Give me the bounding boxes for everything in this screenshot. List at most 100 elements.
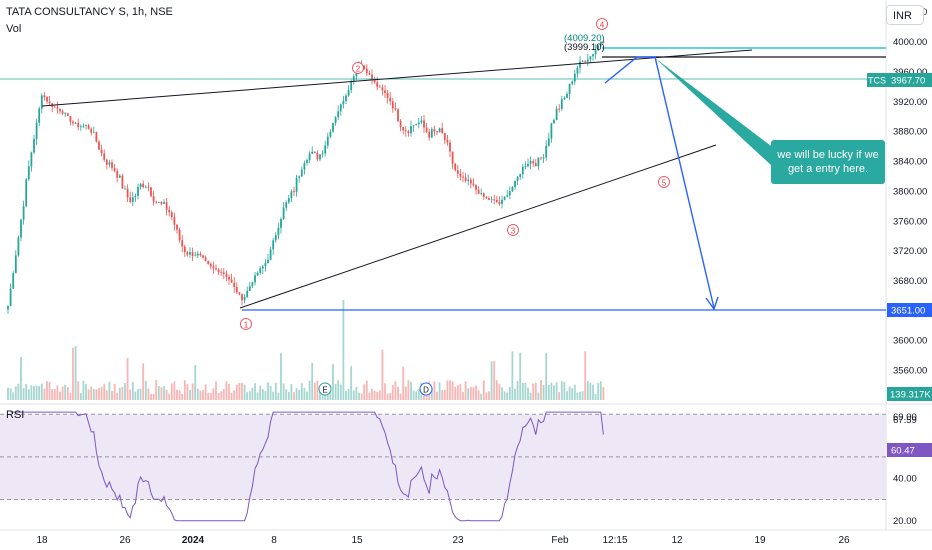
candle-body xyxy=(243,296,246,301)
candle-body xyxy=(165,202,168,210)
currency-button[interactable]: INR xyxy=(886,5,924,25)
volume-label[interactable]: Vol xyxy=(6,23,22,35)
volume-bar xyxy=(254,383,256,400)
volume-bar xyxy=(30,385,33,400)
candle-body xyxy=(95,132,98,142)
candle-body xyxy=(25,179,28,207)
symbol-title[interactable]: TATA CONSULTANCY S, 1h, NSE xyxy=(6,6,173,18)
candle-body xyxy=(511,187,514,192)
candle-body xyxy=(277,227,280,236)
volume-bar xyxy=(394,381,397,400)
candle-body xyxy=(472,183,475,186)
candle-body xyxy=(342,101,345,105)
volume-bar xyxy=(113,383,116,400)
price-tick-label: 3560.00 xyxy=(893,366,927,377)
candle-body xyxy=(228,276,230,280)
candle-body xyxy=(238,292,241,295)
candle-body xyxy=(235,286,238,293)
volume-bar xyxy=(207,392,210,400)
candle-body xyxy=(581,61,584,62)
candle-body xyxy=(79,126,82,128)
volume-bar xyxy=(417,389,420,400)
volume-bar xyxy=(568,386,571,400)
volume-bar xyxy=(25,383,28,400)
volume-bar xyxy=(241,382,243,400)
candle-body xyxy=(516,176,519,181)
volume-bar xyxy=(360,393,363,400)
volume-bar xyxy=(61,386,64,400)
volume-bar xyxy=(220,391,223,400)
time-axis[interactable]: 18 26 2024 8 15 23 Feb 12:15 12 19 26 xyxy=(36,535,850,546)
volume-bar xyxy=(290,384,293,400)
candle-body xyxy=(386,93,389,98)
candle-body xyxy=(540,157,542,159)
wave-label-4[interactable]: 4 xyxy=(596,18,608,30)
candle-body xyxy=(254,275,256,283)
volume-bar xyxy=(248,391,251,400)
volume-bar xyxy=(488,391,490,400)
candle-body xyxy=(134,195,137,198)
volume-bar xyxy=(82,380,85,400)
volume-bar xyxy=(399,393,402,400)
volume-bar xyxy=(313,382,316,400)
volume-bar xyxy=(204,384,207,400)
volume-bar xyxy=(485,392,488,400)
candle-body xyxy=(381,87,384,91)
volume-bar xyxy=(261,389,264,400)
candle-body xyxy=(576,67,579,74)
svg-text:5: 5 xyxy=(662,179,667,188)
candle-body xyxy=(118,175,121,178)
time-tick-label: 19 xyxy=(754,535,766,546)
candle-body xyxy=(428,131,431,138)
candle-body xyxy=(222,272,225,274)
volume-bar xyxy=(269,385,272,400)
lower-trendline[interactable] xyxy=(239,144,717,309)
volume-bar xyxy=(12,392,15,400)
volume-bar xyxy=(303,388,306,400)
dividend-marker[interactable]: D xyxy=(419,382,433,396)
volume-bar xyxy=(118,387,121,400)
candle-body xyxy=(124,188,126,190)
volume-bar xyxy=(264,390,267,400)
candle-body xyxy=(300,169,303,177)
candle-body xyxy=(514,180,516,188)
volume-bar xyxy=(144,380,147,400)
candle-body xyxy=(438,128,441,133)
volume-bar xyxy=(355,386,358,400)
candle-body xyxy=(566,93,568,98)
rsi-label[interactable]: RSI xyxy=(6,409,25,421)
volume-bar xyxy=(256,392,259,400)
volume-bar xyxy=(215,381,217,400)
candle-body xyxy=(274,235,277,241)
volume-bar xyxy=(108,381,111,400)
callout-note[interactable]: we will be lucky if we get a entry here. xyxy=(771,140,885,184)
candle-body xyxy=(508,191,511,196)
volume-bar xyxy=(222,389,225,400)
wave-label-5[interactable]: 5 xyxy=(658,176,670,188)
time-tick-label: 26 xyxy=(838,535,850,546)
volume-bar xyxy=(467,388,470,400)
candle-body xyxy=(269,249,272,260)
wave-label-2[interactable]: 2 xyxy=(352,62,364,74)
candle-body xyxy=(290,191,293,199)
projection-path[interactable] xyxy=(604,56,715,309)
volume-bar xyxy=(319,389,321,400)
volume-bar xyxy=(412,390,415,400)
candle-body xyxy=(407,131,410,134)
candle-body xyxy=(230,279,233,283)
volume-bar xyxy=(511,351,514,400)
candle-body xyxy=(111,162,113,169)
wave-label-3[interactable]: 3 xyxy=(507,224,519,236)
price-tick-label: 3600.00 xyxy=(893,336,927,347)
wave-label-1[interactable]: 1 xyxy=(240,318,252,330)
earnings-marker[interactable]: E xyxy=(318,382,332,396)
volume-bar xyxy=(506,392,509,400)
price-axis[interactable]: 4040.004000.003960.003920.003880.003840.… xyxy=(893,7,927,376)
volume-bar xyxy=(74,346,77,400)
candle-body xyxy=(436,131,438,133)
candle-body xyxy=(35,122,38,140)
volume-bar xyxy=(64,384,67,400)
volume-bar xyxy=(415,391,418,400)
